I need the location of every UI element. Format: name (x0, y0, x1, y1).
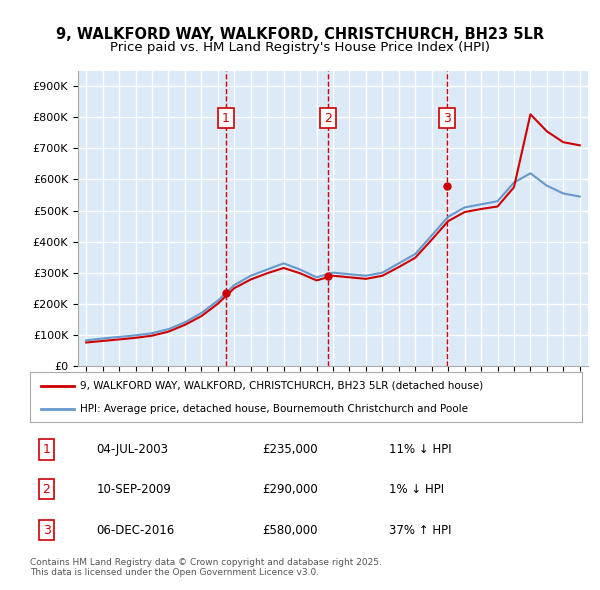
Text: 10-SEP-2009: 10-SEP-2009 (96, 483, 171, 496)
Text: Contains HM Land Registry data © Crown copyright and database right 2025.
This d: Contains HM Land Registry data © Crown c… (30, 558, 382, 577)
Text: 9, WALKFORD WAY, WALKFORD, CHRISTCHURCH, BH23 5LR: 9, WALKFORD WAY, WALKFORD, CHRISTCHURCH,… (56, 27, 544, 41)
Text: 9, WALKFORD WAY, WALKFORD, CHRISTCHURCH, BH23 5LR (detached house): 9, WALKFORD WAY, WALKFORD, CHRISTCHURCH,… (80, 381, 483, 391)
Text: 04-JUL-2003: 04-JUL-2003 (96, 443, 168, 456)
Text: £235,000: £235,000 (262, 443, 317, 456)
Text: 2: 2 (324, 112, 332, 124)
Text: £580,000: £580,000 (262, 523, 317, 537)
Text: 3: 3 (443, 112, 451, 124)
Text: 11% ↓ HPI: 11% ↓ HPI (389, 443, 451, 456)
Text: 1: 1 (43, 443, 50, 456)
Text: 1% ↓ HPI: 1% ↓ HPI (389, 483, 444, 496)
Text: Price paid vs. HM Land Registry's House Price Index (HPI): Price paid vs. HM Land Registry's House … (110, 41, 490, 54)
Text: 2: 2 (43, 483, 50, 496)
Text: 1: 1 (222, 112, 230, 124)
Text: 3: 3 (43, 523, 50, 537)
Text: £290,000: £290,000 (262, 483, 317, 496)
Text: 37% ↑ HPI: 37% ↑ HPI (389, 523, 451, 537)
Text: HPI: Average price, detached house, Bournemouth Christchurch and Poole: HPI: Average price, detached house, Bour… (80, 404, 467, 414)
Text: 06-DEC-2016: 06-DEC-2016 (96, 523, 175, 537)
